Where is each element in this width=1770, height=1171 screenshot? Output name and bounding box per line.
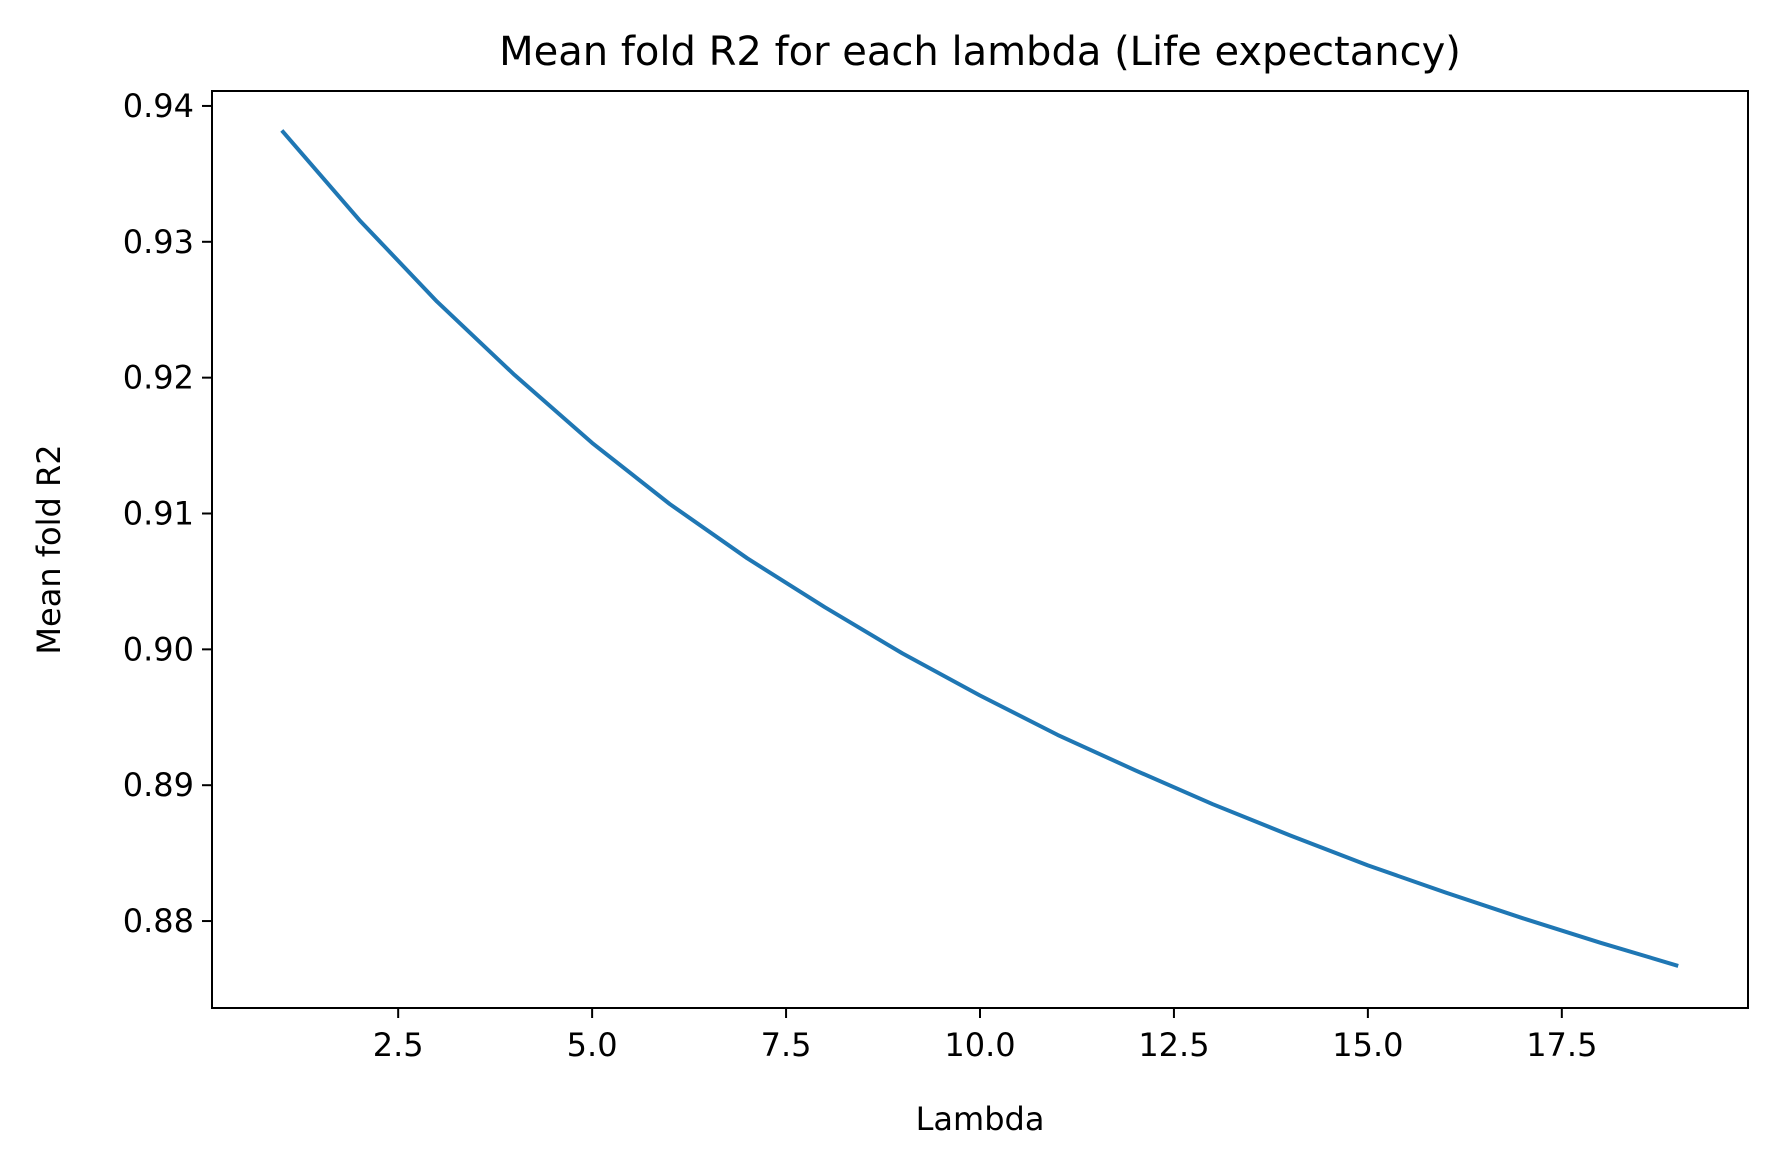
plot-frame	[211, 90, 1749, 1009]
y-tick-label: 0.88	[123, 902, 194, 940]
y-tick-label: 0.93	[123, 223, 194, 261]
y-tick-label: 0.91	[123, 494, 194, 532]
x-tick-label: 5.0	[567, 1026, 618, 1064]
y-tick-label: 0.90	[123, 630, 194, 668]
series-line	[280, 129, 1679, 968]
x-tick-label: 17.5	[1526, 1026, 1597, 1064]
x-tick-label: 2.5	[373, 1026, 424, 1064]
x-tick-label: 7.5	[761, 1026, 812, 1064]
y-tick-label: 0.94	[123, 87, 194, 125]
series-layer	[280, 129, 1679, 968]
chart-title: Mean fold R2 for each lambda (Life expec…	[499, 29, 1461, 75]
y-axis-ticks: 0.88 0.89 0.90 0.91 0.92 0.93 0.94	[123, 87, 212, 940]
x-tick-label: 12.5	[1138, 1026, 1209, 1064]
y-tick-label: 0.89	[123, 766, 194, 804]
x-tick-label: 10.0	[944, 1026, 1015, 1064]
y-axis-label: Mean fold R2	[30, 444, 68, 654]
x-axis-ticks: 2.5 5.0 7.5 10.0 12.5 15.0 17.5	[373, 1008, 1597, 1064]
y-tick-label: 0.92	[123, 359, 194, 397]
x-axis-label: Lambda	[916, 1100, 1045, 1138]
x-tick-label: 15.0	[1332, 1026, 1403, 1064]
